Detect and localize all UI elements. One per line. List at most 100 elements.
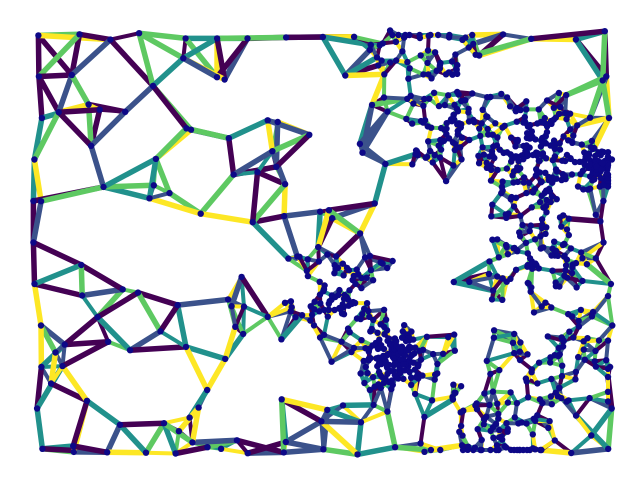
graph-node: [393, 337, 400, 345]
graph-node: [495, 415, 502, 422]
graph-node: [232, 323, 239, 330]
graph-node: [240, 330, 247, 338]
graph-node: [532, 260, 539, 267]
graph-node: [358, 337, 365, 344]
graph-node: [520, 119, 527, 126]
graph-edge: [84, 398, 123, 428]
graph-node: [278, 396, 285, 403]
graph-node: [416, 34, 424, 42]
graph-node: [499, 178, 506, 185]
graph-node: [395, 31, 402, 39]
graph-node: [371, 200, 378, 207]
graph-edge: [150, 55, 187, 89]
graph-node: [30, 239, 37, 246]
graph-node: [574, 183, 582, 190]
graph-node: [508, 134, 515, 141]
graph-node: [406, 31, 413, 39]
graph-node: [376, 360, 383, 367]
graph-node: [225, 135, 232, 142]
graph-node: [445, 92, 452, 99]
graph-edge: [59, 363, 90, 404]
graph-edge: [31, 281, 85, 299]
graph-node: [387, 59, 394, 66]
graph-node: [536, 396, 544, 403]
graph-node: [357, 370, 364, 377]
graph-node: [495, 410, 502, 418]
graph-node: [421, 448, 428, 455]
graph-edge: [36, 31, 83, 80]
graph-node: [530, 309, 538, 316]
graph-node: [573, 284, 580, 291]
graph-node: [269, 148, 276, 155]
graph-edge: [88, 143, 107, 190]
graph-edge: [587, 389, 610, 401]
graph-edge: [418, 414, 427, 446]
graph-edge: [451, 258, 493, 285]
graph-edge: [70, 398, 90, 449]
graph-node: [511, 349, 518, 357]
graph-node: [489, 388, 497, 395]
graph-node: [556, 140, 563, 147]
graph-node: [472, 402, 479, 409]
graph-node: [565, 215, 572, 222]
graph-node: [487, 177, 495, 184]
graph-node: [510, 203, 518, 210]
graph-node: [496, 146, 503, 153]
graph-node: [430, 89, 438, 97]
graph-node: [537, 233, 544, 240]
graph-edge: [318, 418, 361, 458]
graph-edge: [228, 274, 245, 309]
graph-node: [477, 446, 484, 454]
graph-node: [85, 101, 92, 108]
graph-node: [465, 44, 472, 51]
graph-edge: [69, 31, 83, 78]
graph-edge: [342, 71, 388, 79]
graph-edge: [599, 28, 608, 84]
graph-node: [331, 261, 338, 269]
graph-node: [359, 149, 366, 156]
graph-node: [488, 213, 495, 220]
graph-edge: [146, 195, 204, 217]
graph-edge: [591, 115, 612, 151]
graph-node: [536, 198, 544, 206]
graph-node: [515, 420, 522, 427]
graph-node: [407, 92, 414, 100]
graph-node: [96, 106, 103, 113]
graph-node: [392, 38, 400, 45]
graph-node: [597, 218, 604, 225]
graph-node: [572, 259, 580, 267]
graph-node: [443, 130, 450, 138]
graph-edge: [354, 444, 398, 458]
graph-node: [600, 239, 607, 246]
graph-node: [390, 355, 397, 362]
graph-node: [484, 113, 491, 121]
graph-node: [391, 444, 399, 451]
graph-node: [320, 286, 328, 293]
graph-node: [307, 317, 314, 324]
graph-node: [329, 215, 336, 222]
graph-node: [182, 343, 190, 351]
graph-edge: [326, 200, 378, 213]
graph-edge: [265, 314, 284, 342]
graph-edge: [371, 161, 389, 207]
graph-node: [576, 158, 583, 165]
graph-node: [494, 400, 501, 407]
graph-node: [393, 57, 400, 64]
graph-node: [409, 161, 416, 168]
graph-node: [572, 412, 580, 419]
graph-node: [540, 204, 547, 211]
graph-node: [568, 171, 576, 178]
graph-node: [324, 251, 331, 258]
graph-node: [172, 450, 179, 457]
graph-node: [244, 35, 251, 42]
graph-node: [567, 245, 575, 252]
graph-node: [382, 316, 390, 323]
graph-node: [501, 122, 508, 129]
graph-node: [528, 35, 535, 42]
graph-node: [431, 151, 438, 159]
graph-node: [478, 120, 485, 127]
graph-node: [369, 374, 377, 381]
graph-node: [599, 181, 607, 189]
graph-node: [608, 405, 615, 412]
graph-edge: [430, 394, 455, 403]
